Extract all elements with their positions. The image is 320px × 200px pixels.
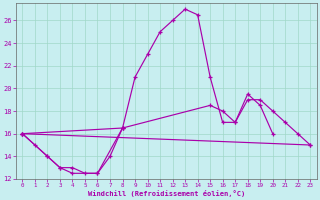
X-axis label: Windchill (Refroidissement éolien,°C): Windchill (Refroidissement éolien,°C): [88, 190, 245, 197]
